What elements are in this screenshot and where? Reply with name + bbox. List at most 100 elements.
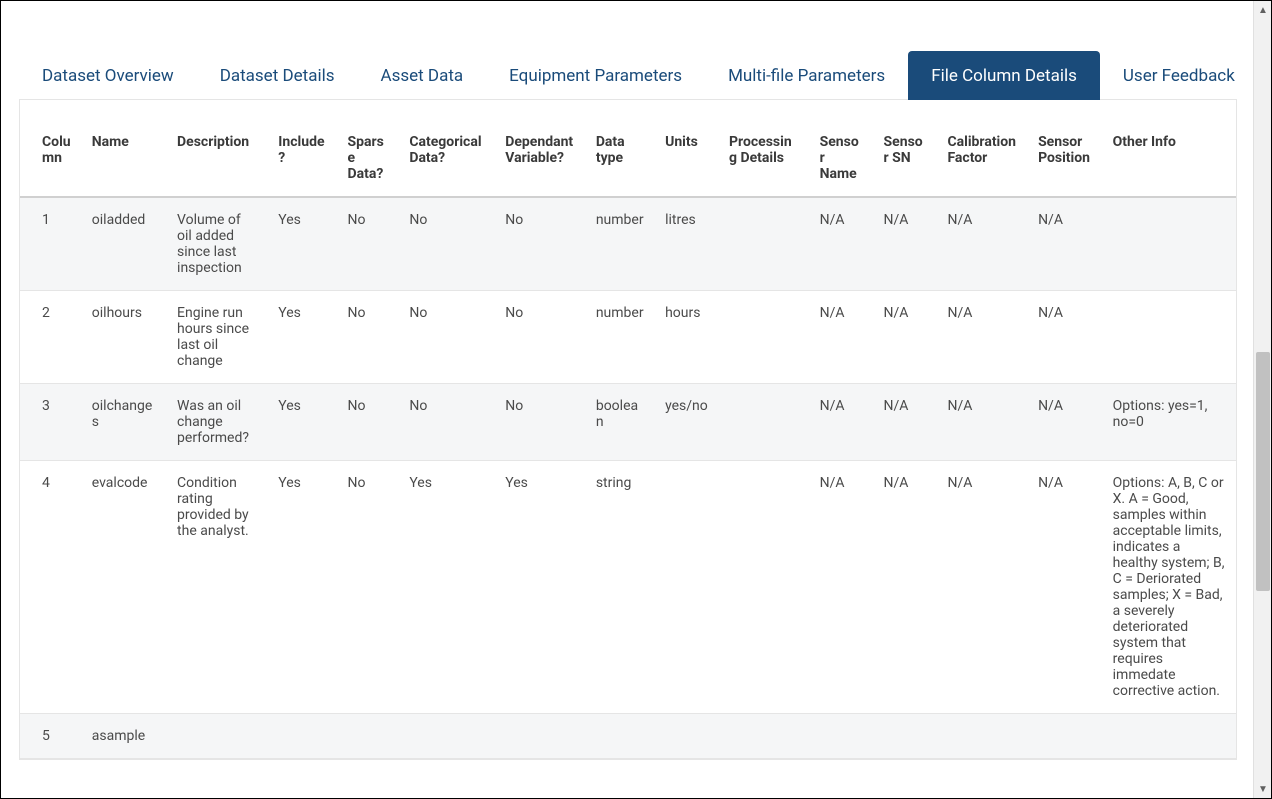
cell-sparse: No — [338, 384, 400, 461]
cell-sparse — [338, 714, 400, 759]
cell-description: Engine run hours since last oil change — [167, 291, 268, 384]
scroll-thumb[interactable] — [1256, 352, 1270, 591]
cell-name: oiladded — [82, 197, 167, 291]
cell-name: evalcode — [82, 461, 167, 714]
cell-dependant — [495, 714, 586, 759]
file-column-table: Column Name Description Include? Sparse … — [20, 120, 1236, 759]
cell-sensor-position: N/A — [1028, 461, 1103, 714]
cell-calibration: N/A — [937, 197, 1028, 291]
tab-equipment-parameters[interactable]: Equipment Parameters — [486, 51, 705, 100]
table-row: 2 oilhours Engine run hours since last o… — [20, 291, 1236, 384]
cell-other — [1103, 291, 1236, 384]
cell-sensor-name: N/A — [810, 461, 874, 714]
col-header-sensor-sn: Sensor SN — [874, 120, 938, 197]
col-header-other-info: Other Info — [1103, 120, 1236, 197]
cell-dtype: boolean — [586, 384, 655, 461]
table-row: 4 evalcode Condition rating provided by … — [20, 461, 1236, 714]
cell-calibration: N/A — [937, 291, 1028, 384]
cell-column: 4 — [20, 461, 82, 714]
tab-multi-file-parameters[interactable]: Multi-file Parameters — [705, 51, 908, 100]
cell-sensor-name — [810, 714, 874, 759]
table-row: 1 oiladded Volume of oil added since las… — [20, 197, 1236, 291]
tab-dataset-overview[interactable]: Dataset Overview — [19, 51, 197, 100]
cell-dtype — [586, 714, 655, 759]
col-header-sparse-data: Sparse Data? — [338, 120, 400, 197]
cell-units: litres — [655, 197, 719, 291]
cell-sparse: No — [338, 291, 400, 384]
scroll-down-icon[interactable]: ▼ — [1256, 782, 1270, 796]
cell-sensor-position: N/A — [1028, 197, 1103, 291]
cell-description: Volume of oil added since last inspectio… — [167, 197, 268, 291]
cell-sparse: No — [338, 461, 400, 714]
cell-sensor-position — [1028, 714, 1103, 759]
cell-sensor-position: N/A — [1028, 384, 1103, 461]
tab-dataset-details[interactable]: Dataset Details — [197, 51, 358, 100]
page-scrollbar[interactable]: ▲ ▼ — [1253, 1, 1271, 798]
cell-name: oilhours — [82, 291, 167, 384]
cell-description — [167, 714, 268, 759]
cell-sensor-position: N/A — [1028, 291, 1103, 384]
table-body: 1 oiladded Volume of oil added since las… — [20, 197, 1236, 759]
cell-categorical: No — [399, 197, 495, 291]
col-header-dependant-variable: Dependant Variable? — [495, 120, 586, 197]
cell-dependant: No — [495, 291, 586, 384]
col-header-name: Name — [82, 120, 167, 197]
cell-column: 5 — [20, 714, 82, 759]
cell-other — [1103, 197, 1236, 291]
cell-description: Condition rating provided by the analyst… — [167, 461, 268, 714]
cell-other: Options: A, B, C or X. A = Good, samples… — [1103, 461, 1236, 714]
col-header-column: Column — [20, 120, 82, 197]
scroll-up-icon[interactable]: ▲ — [1256, 3, 1270, 17]
col-header-sensor-position: Sensor Position — [1028, 120, 1103, 197]
cell-column: 3 — [20, 384, 82, 461]
cell-include: Yes — [268, 461, 337, 714]
tab-asset-data[interactable]: Asset Data — [358, 51, 487, 100]
app-viewport: Dataset Overview Dataset Details Asset D… — [0, 0, 1272, 799]
cell-include: Yes — [268, 291, 337, 384]
cell-dtype: number — [586, 291, 655, 384]
col-header-categorical-data: Categorical Data? — [399, 120, 495, 197]
cell-sensor-name: N/A — [810, 291, 874, 384]
col-header-units: Units — [655, 120, 719, 197]
cell-include — [268, 714, 337, 759]
col-header-sensor-name: Sensor Name — [810, 120, 874, 197]
cell-dependant: No — [495, 197, 586, 291]
table-row: 5 asample — [20, 714, 1236, 759]
content-scroll[interactable]: Dataset Overview Dataset Details Asset D… — [1, 1, 1255, 799]
cell-calibration: N/A — [937, 461, 1028, 714]
cell-units: yes/no — [655, 384, 719, 461]
cell-include: Yes — [268, 197, 337, 291]
cell-calibration — [937, 714, 1028, 759]
cell-categorical: No — [399, 291, 495, 384]
cell-sensor-sn: N/A — [874, 461, 938, 714]
cell-categorical — [399, 714, 495, 759]
cell-units — [655, 714, 719, 759]
cell-categorical: No — [399, 384, 495, 461]
tab-user-feedback[interactable]: User Feedback — [1100, 51, 1255, 100]
cell-column: 1 — [20, 197, 82, 291]
cell-processing — [719, 714, 810, 759]
cell-units — [655, 461, 719, 714]
cell-processing — [719, 384, 810, 461]
cell-sensor-name: N/A — [810, 197, 874, 291]
tab-file-column-details[interactable]: File Column Details — [908, 51, 1100, 100]
cell-units: hours — [655, 291, 719, 384]
col-header-data-type: Data type — [586, 120, 655, 197]
cell-other — [1103, 714, 1236, 759]
cell-include: Yes — [268, 384, 337, 461]
cell-categorical: Yes — [399, 461, 495, 714]
cell-calibration: N/A — [937, 384, 1028, 461]
col-header-processing-details: Processing Details — [719, 120, 810, 197]
cell-dtype: string — [586, 461, 655, 714]
tab-bar: Dataset Overview Dataset Details Asset D… — [19, 51, 1237, 100]
table-row: 3 oilchanges Was an oil change performed… — [20, 384, 1236, 461]
cell-other: Options: yes=1, no=0 — [1103, 384, 1236, 461]
cell-dtype: number — [586, 197, 655, 291]
tab-panel: Column Name Description Include? Sparse … — [19, 100, 1237, 760]
cell-name: asample — [82, 714, 167, 759]
cell-name: oilchanges — [82, 384, 167, 461]
cell-processing — [719, 461, 810, 714]
cell-description: Was an oil change performed? — [167, 384, 268, 461]
cell-dependant: No — [495, 384, 586, 461]
cell-sensor-sn: N/A — [874, 384, 938, 461]
